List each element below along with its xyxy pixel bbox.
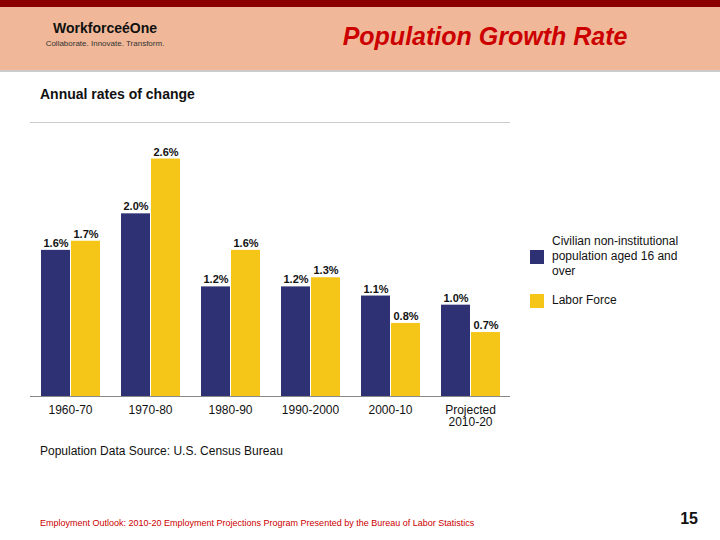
html-text:Population Growth Rate: Population Growth Rate xyxy=(342,22,628,50)
svg-text:1.0%: 1.0% xyxy=(443,292,468,304)
svg-text:2000-10: 2000-10 xyxy=(368,403,412,417)
svg-text:1.6%: 1.6% xyxy=(233,237,258,249)
html-text:15: 15 xyxy=(680,510,698,527)
svg-text:0.7%: 0.7% xyxy=(473,319,498,331)
svg-text:1990-2000: 1990-2000 xyxy=(282,403,340,417)
svg-text:Projected2010-20: Projected2010-20 xyxy=(445,403,496,429)
html-text:Annual rates of change: Annual rates of change xyxy=(40,86,195,102)
html-text:Labor Force: Labor Force xyxy=(552,293,617,307)
svg-text:1.2%: 1.2% xyxy=(203,273,228,285)
svg-text:1.7%: 1.7% xyxy=(73,228,98,240)
html-text:WorkforceéOne: WorkforceéOne xyxy=(53,20,157,36)
html-text:Population Data Source: U.S. C: Population Data Source: U.S. Census Bure… xyxy=(40,444,283,458)
svg-text:1980-90: 1980-90 xyxy=(208,403,252,417)
svg-text:2.6%: 2.6% xyxy=(153,146,178,158)
html-text:Civilian non-institutional pop: Civilian non-institutional population ag… xyxy=(552,234,679,278)
svg-text:0.8%: 0.8% xyxy=(393,310,418,322)
html-text:Employment Outlook: 2010-20 Em: Employment Outlook: 2010-20 Employment P… xyxy=(40,518,475,528)
svg-text:2.0%: 2.0% xyxy=(123,200,148,212)
html-text:Collaborate. Innovate. Transfo: Collaborate. Innovate. Transform. xyxy=(45,39,165,48)
svg-text:1.3%: 1.3% xyxy=(313,264,338,276)
svg-text:1.1%: 1.1% xyxy=(363,283,388,295)
svg-text:1.6%: 1.6% xyxy=(43,237,68,249)
svg-text:1960-70: 1960-70 xyxy=(48,403,92,417)
svg-text:1.2%: 1.2% xyxy=(283,273,308,285)
svg-text:1970-80: 1970-80 xyxy=(128,403,172,417)
